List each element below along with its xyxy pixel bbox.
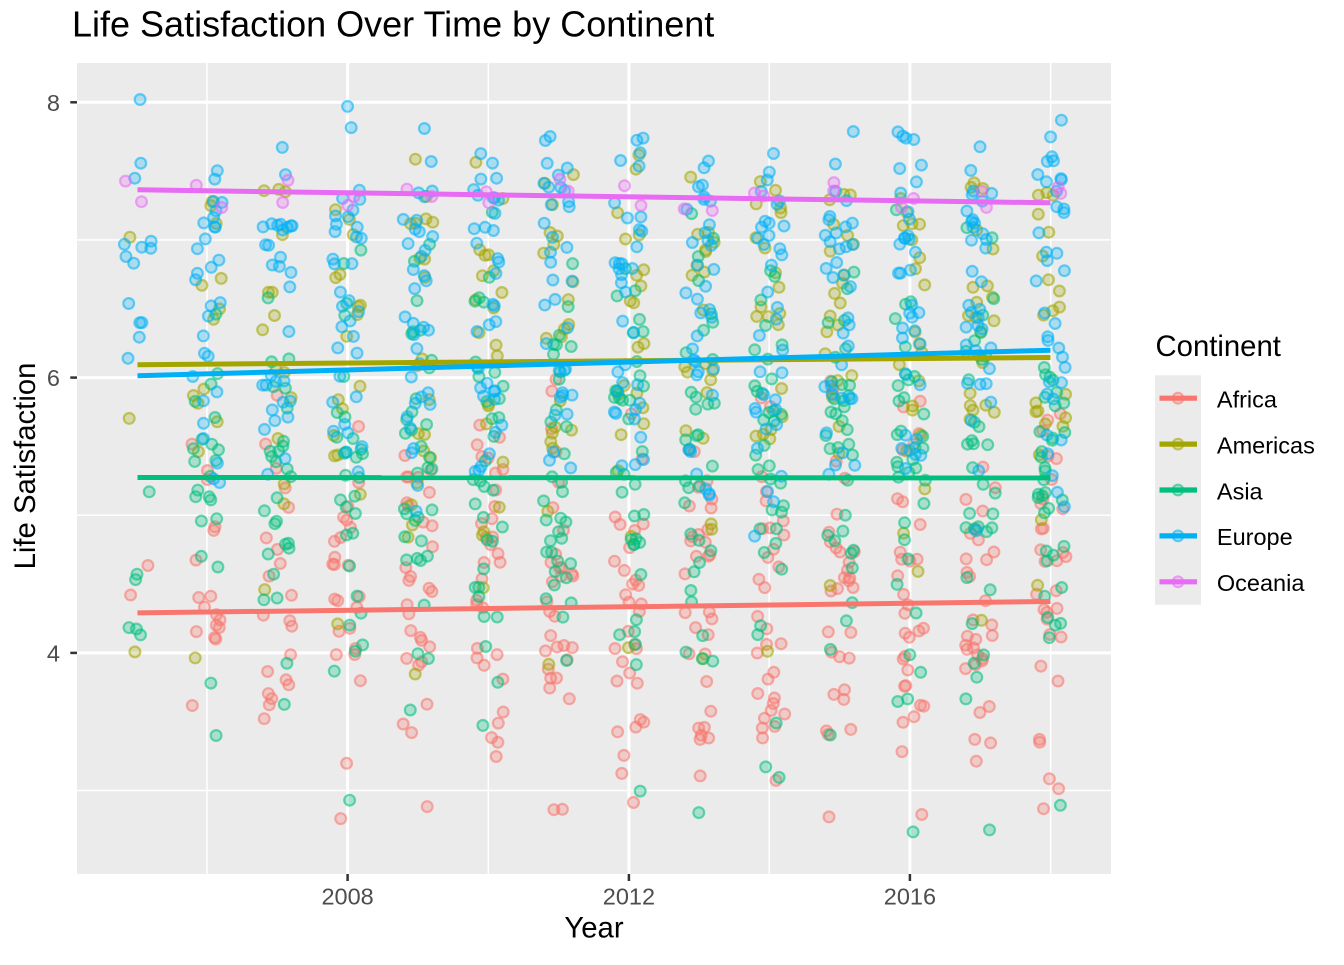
svg-text:Asia: Asia — [1217, 478, 1264, 504]
svg-text:Europe: Europe — [1217, 524, 1293, 550]
svg-text:Africa: Africa — [1217, 387, 1278, 413]
svg-text:Life Satisfaction: Life Satisfaction — [9, 363, 42, 570]
svg-text:Year: Year — [564, 912, 623, 945]
svg-text:Oceania: Oceania — [1217, 570, 1305, 596]
svg-text:2016: 2016 — [884, 884, 936, 910]
svg-text:Life Satisfaction Over Time by: Life Satisfaction Over Time by Continent — [72, 4, 714, 45]
svg-text:Continent: Continent — [1156, 330, 1281, 363]
svg-text:2012: 2012 — [603, 884, 655, 910]
svg-text:Americas: Americas — [1217, 432, 1315, 458]
svg-text:4: 4 — [47, 640, 60, 666]
svg-text:6: 6 — [47, 365, 60, 391]
svg-text:8: 8 — [47, 90, 60, 116]
svg-text:2008: 2008 — [321, 884, 373, 910]
